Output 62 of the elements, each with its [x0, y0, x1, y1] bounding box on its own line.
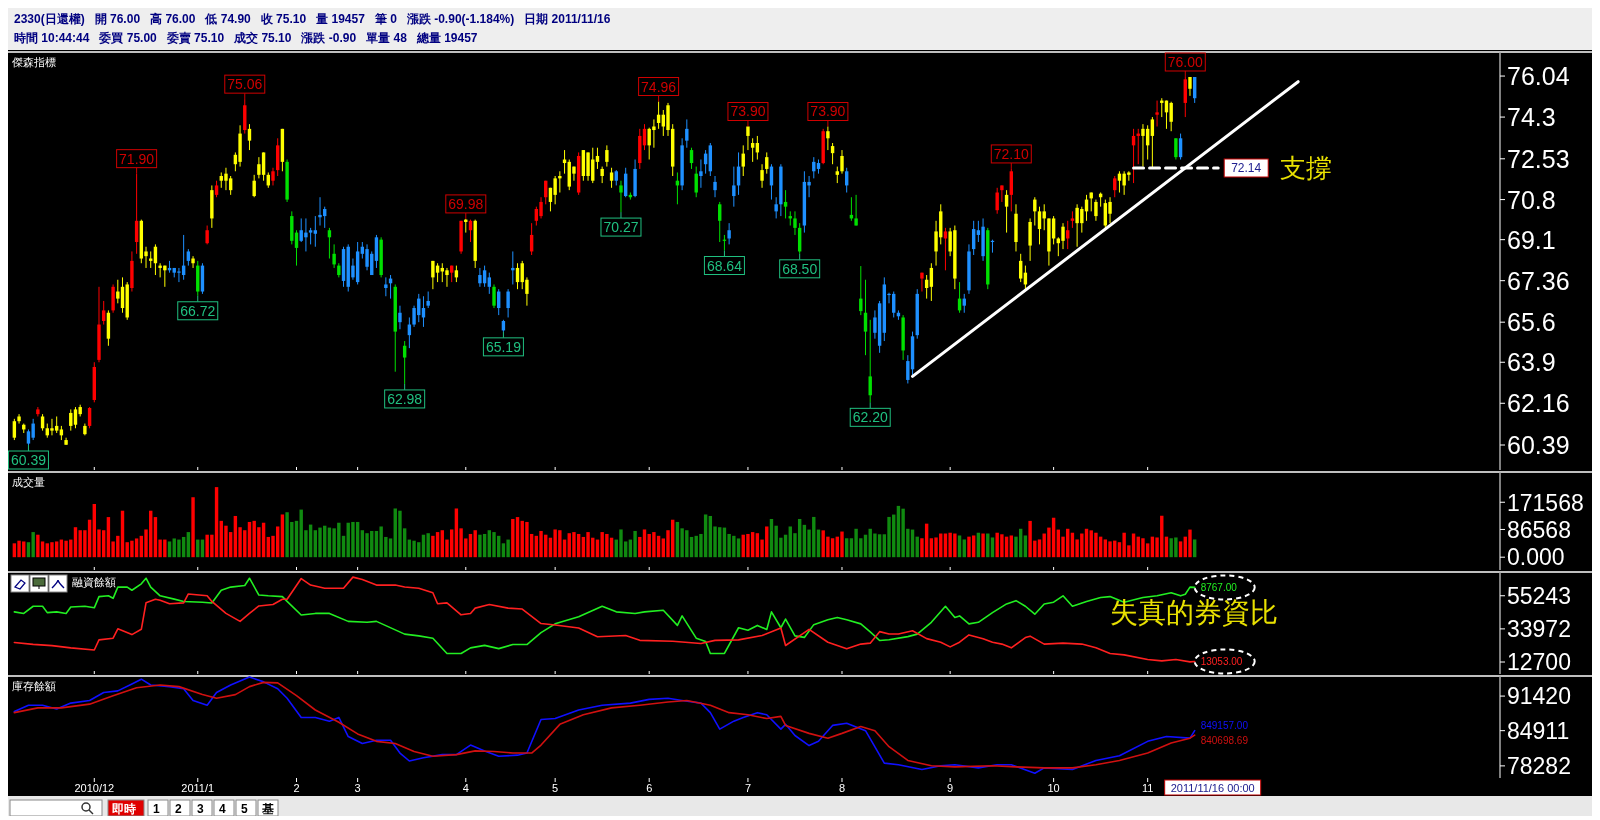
annotation: 8767.00 [1200, 582, 1238, 594]
chart-title: 庫存餘額 [12, 680, 56, 692]
text: 66.72 [180, 302, 216, 319]
text: 65.19 [485, 338, 521, 355]
y-tick-label: 86568 [1507, 516, 1571, 543]
y-tick-label: 33972 [1507, 616, 1571, 643]
annotation: 849157.00 [1200, 719, 1249, 731]
y-tick-label: 55243 [1507, 583, 1571, 610]
annotation: 840698.69 [1200, 735, 1249, 747]
y-tick-label: 12700 [1507, 649, 1571, 676]
y-tick-label: 70.8 [1507, 185, 1556, 214]
text: 69.98 [448, 195, 484, 212]
y-tick-label: 62.16 [1507, 389, 1570, 418]
x-tick-label: 3 [354, 782, 361, 794]
text: 68.50 [782, 260, 818, 277]
text: 72.10 [993, 145, 1029, 162]
y-tick-label: 65.6 [1507, 308, 1556, 337]
x-tick-label: 9 [947, 782, 954, 794]
text: 68.64 [706, 257, 742, 274]
text: 76.00 [1167, 53, 1203, 70]
text: 60.39 [10, 452, 46, 469]
x-tick-label: 7 [744, 782, 752, 794]
chart-title: 融資餘額 [72, 576, 116, 588]
text: 即時 1 2 3 4 5 基 [112, 801, 274, 816]
y-tick-label: 63.9 [1507, 348, 1556, 377]
y-tick-label: 69.1 [1507, 225, 1556, 254]
y-tick-label: 76.04 [1507, 62, 1570, 91]
text: 62.20 [852, 409, 888, 426]
y-tick-label: 91420 [1507, 683, 1571, 710]
y-tick-label: 84911 [1507, 717, 1570, 744]
text: 73.90 [730, 103, 766, 120]
x-tick-label: 2 [293, 782, 300, 794]
text: 75.06 [227, 76, 263, 93]
y-tick-label: 72.53 [1507, 144, 1570, 173]
y-tick-label: 0.000 [1507, 544, 1565, 571]
x-tick-label: 2011/1 [181, 782, 215, 794]
y-tick-label: 74.3 [1507, 103, 1556, 132]
annotation: 失真的券資比 [1110, 597, 1278, 628]
x-tick-label: 8 [838, 782, 846, 794]
text: 70.27 [603, 219, 639, 236]
chart-title: 傑森指標 [12, 56, 56, 68]
x-tick-label: 2010/12 [74, 782, 115, 794]
data-label: 13053.00 [1200, 656, 1243, 668]
y-tick-label: 171568 [1507, 489, 1584, 516]
text: 71.90 [119, 150, 155, 167]
text: 2330(日還權) 開 76.00 高 76.00 低 74.90 收 75.10 量 19457 筆 0 漲跌 -0.90(-1.184%) 日期 2011/11/16 [14, 12, 611, 26]
y-tick-label: 78282 [1507, 753, 1571, 780]
y-tick-label: 60.39 [1507, 431, 1570, 460]
text: 2011/11/16 00:00 [1170, 781, 1255, 794]
x-tick-label: 10 [1047, 782, 1060, 794]
y-tick-label: 67.36 [1507, 266, 1570, 295]
data-label: 72.14 [1231, 161, 1262, 176]
x-tick-label: 4 [462, 782, 469, 794]
x-tick-label: 5 [552, 782, 559, 794]
chart-title: 成交量 [12, 476, 45, 488]
text: 73.90 [810, 103, 846, 120]
x-tick-label: 6 [646, 782, 653, 794]
text: 時間 10:44:44 委買 75.00 委賣 75.10 成交 75.10 漲跌 -0.90 單量 48 總量 19457 [14, 31, 478, 45]
annotation: 支撐 [1280, 153, 1333, 184]
text: 62.98 [387, 390, 423, 407]
x-tick-label: 11 [1141, 782, 1154, 794]
text: 74.96 [641, 78, 677, 95]
